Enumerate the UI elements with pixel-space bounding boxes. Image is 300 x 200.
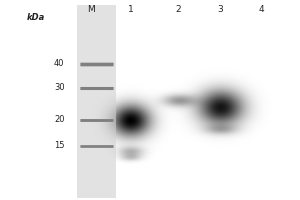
Text: 40: 40 <box>54 60 64 68</box>
Text: 3: 3 <box>218 4 224 14</box>
Text: M: M <box>88 4 95 14</box>
Text: 15: 15 <box>54 142 64 150</box>
FancyBboxPatch shape <box>75 5 297 198</box>
Text: 1: 1 <box>128 4 134 14</box>
Text: 2: 2 <box>176 4 181 14</box>
Text: 1: 1 <box>128 4 134 14</box>
Text: kDa: kDa <box>27 14 45 22</box>
Text: M: M <box>88 4 95 14</box>
Text: 2: 2 <box>176 4 181 14</box>
Text: 20: 20 <box>54 116 64 124</box>
Text: kDa: kDa <box>27 14 45 22</box>
Text: 20: 20 <box>54 116 64 124</box>
Text: 40: 40 <box>54 60 64 68</box>
Text: 4: 4 <box>258 4 264 14</box>
Text: 30: 30 <box>54 83 64 92</box>
FancyBboxPatch shape <box>76 5 116 198</box>
Text: 30: 30 <box>54 83 64 92</box>
Text: 15: 15 <box>54 142 64 150</box>
Text: 4: 4 <box>258 4 264 14</box>
Text: 3: 3 <box>218 4 224 14</box>
FancyBboxPatch shape <box>76 5 116 198</box>
